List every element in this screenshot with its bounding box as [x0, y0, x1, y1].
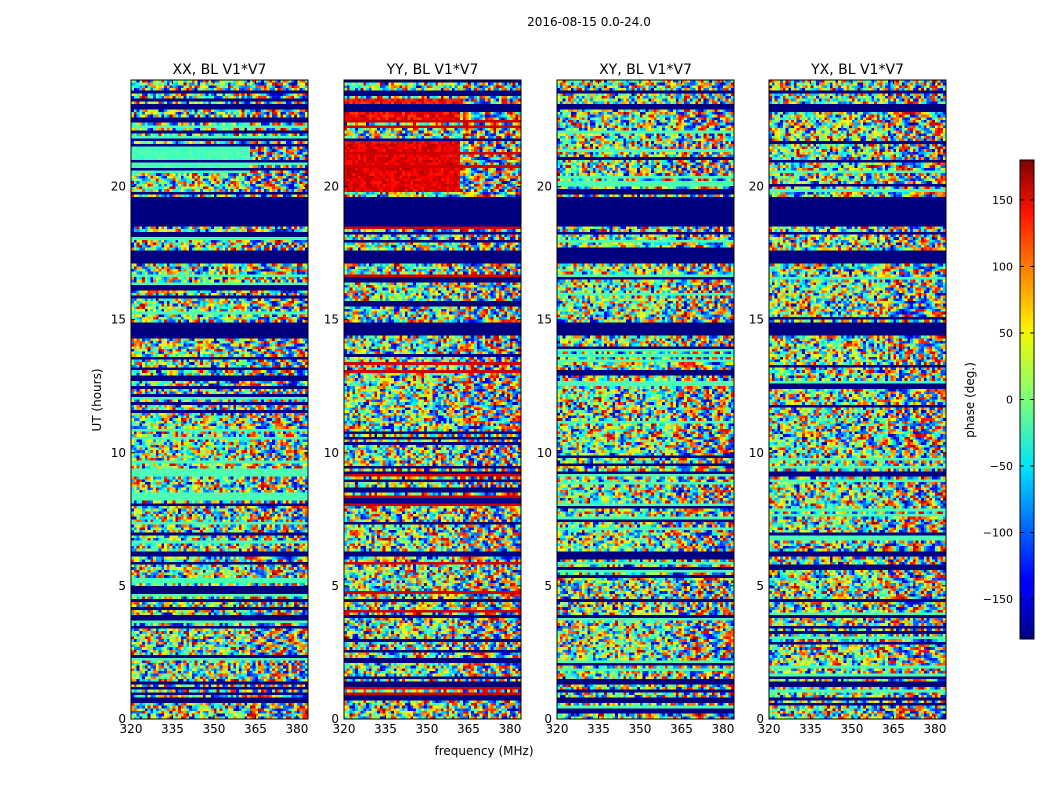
panel-title-yx: YX, BL V1*V7	[810, 62, 904, 78]
y-axis-label: UT (hours)	[90, 368, 104, 431]
x-tick-label: 380	[711, 722, 734, 736]
phase-heatmap-xx	[131, 80, 308, 719]
y-tick-label: 0	[331, 712, 339, 726]
phase-heatmap-xy	[557, 80, 734, 719]
x-tick-label: 380	[923, 722, 946, 736]
y-tick-label: 0	[756, 712, 764, 726]
panel-yy: YY, BL V1*V7 320 335 350 365 380 0 5 10 15 20	[324, 62, 522, 736]
x-tick-label: 335	[587, 722, 610, 736]
y-tick-label: 5	[756, 579, 764, 593]
x-tick-label: 350	[203, 722, 226, 736]
panel-xy: XY, BL V1*V7 320 335 350 365 380 0 5 10 15 20	[537, 62, 735, 736]
figure-title: 2016-08-15 0.0-24.0	[527, 15, 651, 29]
panel-frame-yx	[768, 79, 947, 720]
y-tick-label: 10	[749, 446, 764, 460]
colorbar-tick-label: 150	[992, 194, 1013, 207]
x-tick-label: 350	[416, 722, 439, 736]
y-tick-label: 15	[537, 313, 552, 327]
colorbar-tick-label: 0	[1006, 394, 1013, 407]
y-tick-label: 15	[111, 313, 126, 327]
y-tick-label: 5	[331, 579, 339, 593]
panel-frame-xy	[556, 79, 735, 720]
y-tick-label: 0	[118, 712, 126, 726]
colorbar: −150 −100 −50 0 50 100 150 phase (deg.)	[963, 159, 1035, 640]
panel-title-yy: YY, BL V1*V7	[386, 62, 479, 78]
y-tick-label: 20	[111, 180, 126, 194]
y-tick-label: 10	[537, 446, 552, 460]
x-tick-label: 320	[333, 722, 356, 736]
x-tick-label: 335	[161, 722, 184, 736]
x-tick-label: 320	[120, 722, 143, 736]
y-tick-label: 15	[749, 313, 764, 327]
x-tick-label: 365	[882, 722, 905, 736]
x-tick-label: 350	[841, 722, 864, 736]
colorbar-tick-label: −50	[990, 460, 1013, 473]
colorbar-tick-label: −100	[983, 527, 1013, 540]
phase-heatmap-yx	[769, 80, 946, 719]
y-tick-label: 20	[324, 180, 339, 194]
colorbar-tick-label: 50	[999, 327, 1013, 340]
y-tick-label: 10	[324, 446, 339, 460]
phase-heatmap-yy	[344, 80, 521, 719]
panel-frame-yy	[343, 79, 522, 720]
x-tick-label: 365	[670, 722, 693, 736]
colorbar-tick-label: −150	[983, 593, 1013, 606]
x-tick-label: 365	[244, 722, 267, 736]
panel-frame-xx	[130, 79, 309, 720]
x-tick-label: 335	[374, 722, 397, 736]
x-tick-label: 350	[629, 722, 652, 736]
x-tick-label: 335	[799, 722, 822, 736]
colorbar-label: phase (deg.)	[963, 362, 977, 438]
x-tick-label: 365	[457, 722, 480, 736]
colorbar-tick-label: 100	[992, 260, 1013, 273]
y-tick-label: 20	[749, 180, 764, 194]
panel-title-xx: XX, BL V1*V7	[173, 62, 267, 78]
y-tick-label: 0	[544, 712, 552, 726]
panel-xx: XX, BL V1*V7 320 335 350 365 380 0 5 10 15 20	[111, 62, 309, 736]
panel-title-xy: XY, BL V1*V7	[599, 62, 692, 78]
x-tick-label: 380	[285, 722, 308, 736]
y-tick-label: 5	[544, 579, 552, 593]
x-tick-label: 320	[546, 722, 569, 736]
x-tick-label: 380	[498, 722, 521, 736]
x-axis-label: frequency (MHz)	[434, 744, 533, 758]
panel-yx: YX, BL V1*V7 320 335 350 365 380 0 5 10 15 20	[749, 62, 947, 736]
y-tick-label: 10	[111, 446, 126, 460]
y-tick-label: 20	[537, 180, 552, 194]
x-tick-label: 320	[758, 722, 781, 736]
y-tick-label: 15	[324, 313, 339, 327]
y-tick-label: 5	[118, 579, 126, 593]
